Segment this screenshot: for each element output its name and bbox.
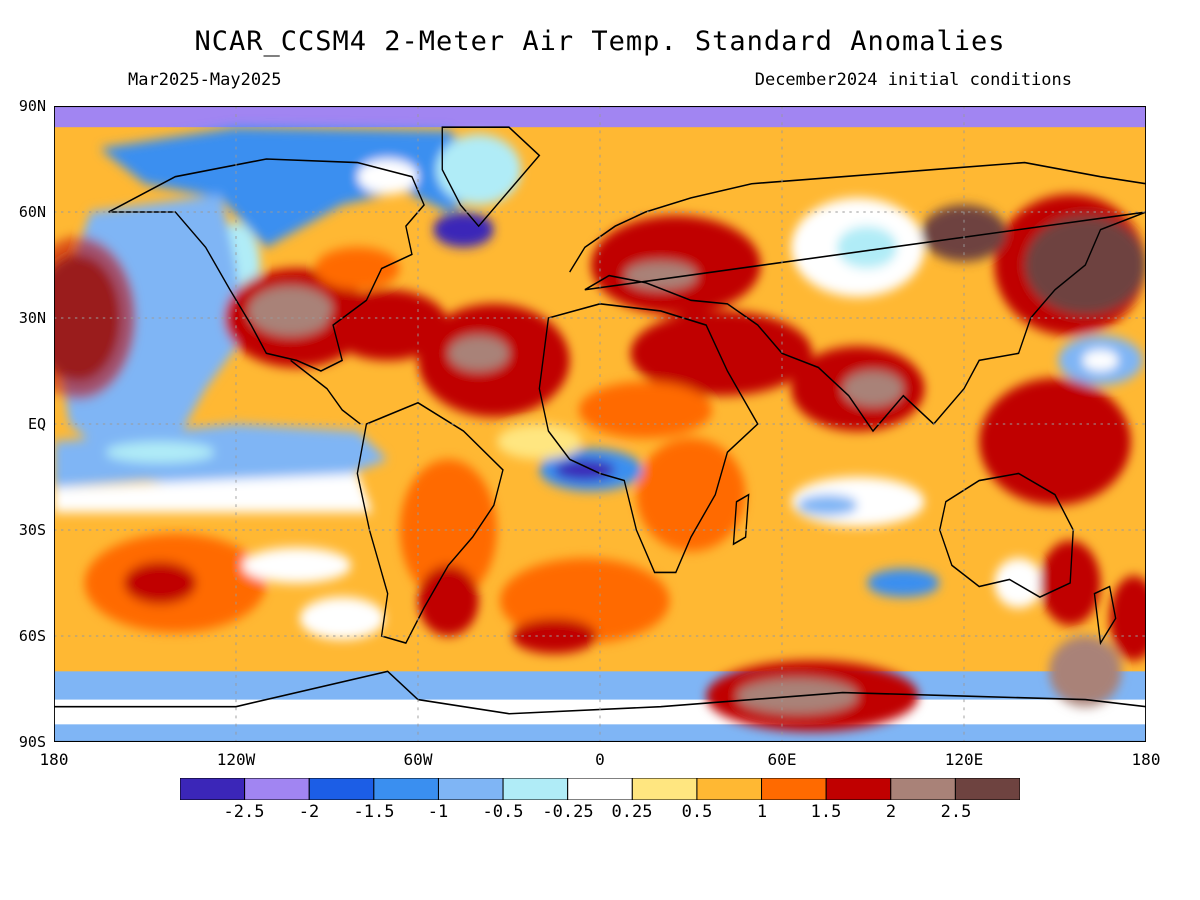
lat-label-60s: 60S — [18, 627, 46, 645]
colorbar-label: -0.5 — [482, 802, 524, 822]
greenland-cool — [436, 134, 522, 205]
colorbar-swatch — [890, 778, 956, 800]
coastline-europe-asia — [569, 161, 1146, 433]
lon-label-60e: 60E — [767, 750, 797, 769]
lat-label-60n: 60N — [18, 203, 46, 221]
lat-label-90s: 90S — [18, 733, 46, 751]
colorbar-swatch — [825, 778, 892, 800]
colorbar-swatch — [180, 778, 246, 800]
lat-label-eq: EQ — [27, 415, 46, 433]
colorbar-swatch — [761, 778, 827, 800]
colorbar — [180, 778, 1020, 800]
lon-label-180e: 180 — [1131, 750, 1161, 769]
coastline-madagascar — [732, 493, 750, 546]
colorbar-label: 2 — [885, 802, 897, 822]
coastline-central-america — [290, 359, 361, 425]
maritime-continent-warm — [979, 378, 1131, 506]
coastline-new-zealand — [1093, 585, 1117, 646]
colorbar-swatch — [567, 778, 633, 800]
lat-label-90n: 90N — [18, 97, 46, 115]
lon-label-180w: 180 — [39, 750, 69, 769]
colorbar-swatch — [437, 778, 504, 800]
colorbar-swatch — [373, 778, 439, 800]
initial-conditions: December2024 initial conditions — [754, 70, 1072, 90]
colorbar-label: -1 — [427, 802, 449, 822]
anomaly-map — [54, 106, 1146, 742]
colorbar-swatch — [308, 778, 375, 800]
forecast-period: Mar2025-May2025 — [128, 70, 282, 90]
coastline-antarctica — [54, 670, 1146, 715]
colorbar-swatch — [502, 778, 569, 800]
colorbar-swatch — [954, 778, 1020, 800]
lon-label-0: 0 — [595, 750, 605, 769]
coastline-australia — [939, 472, 1074, 599]
colorbar-label: -1.5 — [353, 802, 395, 822]
canada-arctic-cool — [99, 127, 509, 248]
colorbar-label: 1 — [756, 802, 768, 822]
colorbar-label: 1.5 — [810, 802, 842, 822]
coastlines — [54, 126, 1146, 715]
lon-label-120w: 120W — [216, 750, 256, 769]
colorbar-swatch — [696, 778, 763, 800]
lat-label-30s: 30S — [18, 521, 46, 539]
lon-label-60w: 60W — [403, 750, 433, 769]
colorbar-swatch — [244, 778, 310, 800]
coastline-africa — [538, 303, 759, 574]
australia-cool — [994, 558, 1043, 608]
colorbar-swatch — [631, 778, 698, 800]
colorbar-label: 0.25 — [611, 802, 653, 822]
map-title: NCAR_CCSM4 2-Meter Air Temp. Standard An… — [194, 26, 1006, 57]
colorbar-label: 2.5 — [940, 802, 972, 822]
colorbar-label: -2.5 — [223, 802, 265, 822]
coastline-north-america — [108, 158, 425, 372]
colorbar-label: -2 — [298, 802, 320, 822]
lon-label-120e: 120E — [944, 750, 984, 769]
coastline-south-america — [356, 401, 504, 644]
colorbar-label: 0.5 — [681, 802, 713, 822]
graticule — [54, 106, 1146, 742]
south-america-warm — [399, 459, 497, 601]
lat-label-30n: 30N — [18, 309, 46, 327]
coastline-greenland — [441, 126, 541, 228]
colorbar-label: -0.25 — [542, 802, 594, 822]
africa-warm — [636, 438, 746, 552]
